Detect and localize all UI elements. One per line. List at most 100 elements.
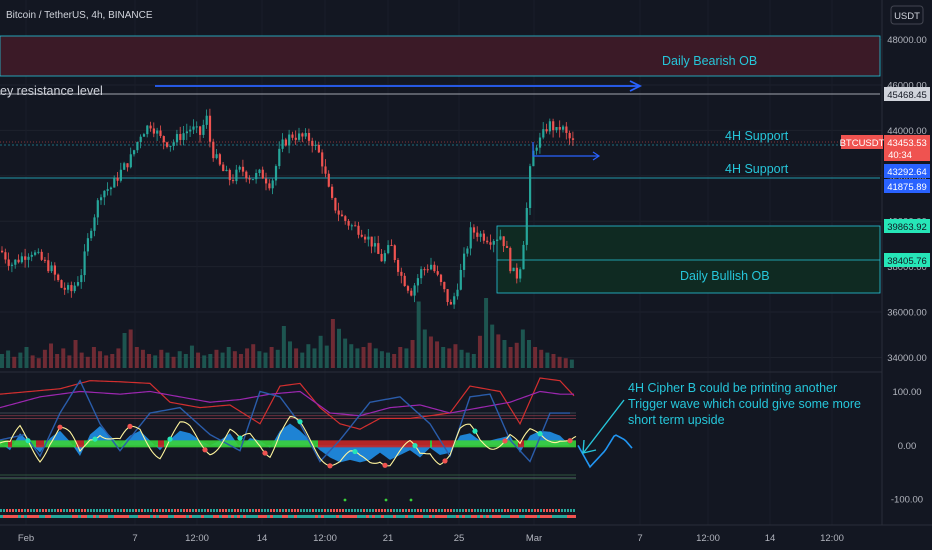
candle-body	[156, 130, 159, 134]
strip-top-segment	[150, 509, 152, 512]
last-price-badge: 43453.53 40:34	[884, 135, 930, 161]
mid-band-segment	[164, 440, 166, 448]
volume-bar	[508, 347, 513, 368]
strip-top-segment	[432, 509, 434, 512]
strip-bottom-segment	[279, 515, 282, 518]
volume-bar	[337, 328, 342, 368]
mid-band-segment	[288, 440, 290, 448]
time-tick-label: 7	[132, 533, 137, 544]
mid-band-segment	[468, 440, 470, 448]
mid-band-segment	[432, 440, 434, 448]
strip-bottom-segment	[408, 515, 411, 518]
strip-top-segment	[240, 509, 242, 512]
strip-bottom-segment	[285, 515, 288, 518]
strip-top-segment	[273, 509, 275, 512]
mid-band-segment	[10, 440, 12, 448]
strip-top-segment	[534, 509, 536, 512]
strip-bottom-segment	[48, 515, 51, 518]
signal-dot	[442, 458, 448, 464]
candle-body	[304, 132, 307, 137]
mid-band-segment	[262, 440, 264, 448]
volume-bar	[398, 347, 403, 368]
mid-band-segment	[12, 440, 14, 448]
strip-top-segment	[318, 509, 320, 512]
mid-band-segment	[78, 440, 80, 448]
candle-body	[142, 134, 146, 137]
strip-top-segment	[531, 509, 533, 512]
strip-top-segment	[108, 509, 110, 512]
strip-top-segment	[39, 509, 41, 512]
strip-top-segment	[522, 509, 524, 512]
mid-band-segment	[384, 440, 386, 448]
candle-body	[103, 190, 106, 198]
strip-bottom-segment	[111, 515, 114, 518]
mid-band-segment	[222, 440, 224, 448]
svg-text:43292.64: 43292.64	[887, 167, 927, 178]
candle-body	[486, 240, 489, 243]
candles	[1, 108, 575, 309]
mid-band-segment	[560, 440, 562, 448]
strip-top-segment	[414, 509, 416, 512]
strip-top-segment	[321, 509, 323, 512]
mid-band-segment	[506, 440, 508, 448]
strip-top-segment	[525, 509, 527, 512]
strip-top-segment	[567, 509, 569, 512]
strip-bottom-segment	[306, 515, 309, 518]
mid-band-segment	[170, 440, 172, 448]
candle-body	[433, 264, 436, 272]
strip-top-segment	[270, 509, 272, 512]
candle-body	[301, 133, 304, 137]
strip-bottom-segment	[465, 515, 468, 518]
strip-bottom-segment	[456, 515, 459, 518]
strip-top-segment	[489, 509, 491, 512]
candle-body	[479, 233, 482, 237]
resistance-badge: 45468.45	[884, 87, 930, 101]
mid-band-segment	[572, 440, 574, 448]
mid-band-segment	[218, 440, 220, 448]
svg-text:38405.76: 38405.76	[887, 256, 927, 267]
mid-band-segment	[474, 440, 476, 448]
mid-band-segment	[464, 440, 466, 448]
strip-bottom-segment	[18, 515, 21, 518]
candle-body	[172, 142, 175, 146]
strip-bottom-segment	[24, 515, 27, 518]
strip-bottom-segment	[486, 515, 489, 518]
candle-body	[199, 126, 202, 135]
strip-top-segment	[351, 509, 353, 512]
mid-band-segment	[100, 440, 102, 448]
candle-body	[129, 154, 132, 168]
strip-top-segment	[99, 509, 101, 512]
candle-body	[291, 134, 294, 138]
candle-body	[350, 225, 353, 227]
candle-body	[17, 259, 20, 263]
strip-bottom-segment	[183, 515, 186, 518]
volume-bar	[159, 349, 164, 368]
candle-body	[126, 163, 129, 168]
mid-band-segment	[144, 440, 146, 448]
mid-band-segment	[6, 440, 8, 448]
strip-top-segment	[144, 509, 146, 512]
mid-band-segment	[500, 440, 502, 448]
candle-body	[400, 271, 403, 276]
currency-badge[interactable]: USDT	[890, 5, 924, 25]
mid-band-segment	[166, 440, 168, 448]
mid-band-segment	[204, 440, 206, 448]
ob-top-badge: 39863.92	[884, 219, 930, 233]
mid-band-segment	[292, 440, 294, 448]
strip-bottom-segment	[255, 515, 258, 518]
volume-bar	[435, 341, 440, 368]
strip-top-segment	[453, 509, 455, 512]
candle-body	[47, 260, 50, 272]
mid-band-segment	[418, 440, 420, 448]
mid-band-segment	[366, 440, 368, 448]
candle-body	[241, 166, 245, 172]
mid-band-segment	[426, 440, 428, 448]
strip-bottom-segment	[75, 515, 78, 518]
strip-top-segment	[303, 509, 305, 512]
strip-top-segment	[219, 509, 221, 512]
mid-band-segment	[330, 440, 332, 448]
strip-bottom-segment	[132, 515, 135, 518]
mid-band-segment	[450, 440, 452, 448]
momentum-line	[0, 379, 570, 463]
